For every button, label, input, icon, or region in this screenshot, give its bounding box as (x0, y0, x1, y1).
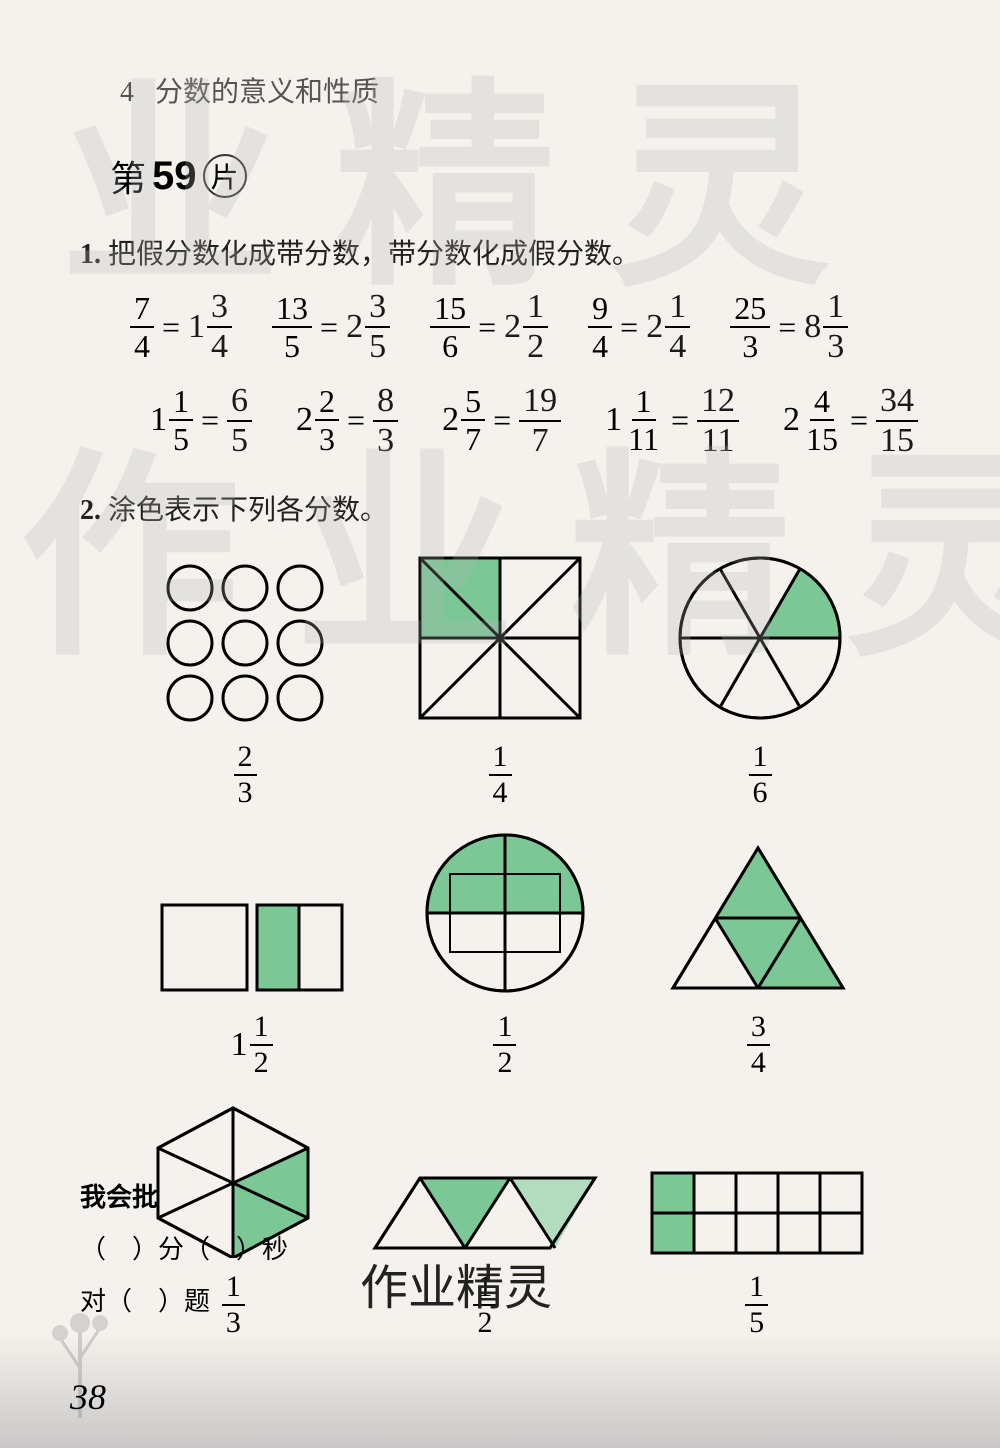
q1-row1: 74 = 134 135 = 235 156 = 212 94 = 214 253 = … (130, 290, 930, 364)
shape-triangle-4: 34 (663, 838, 853, 1078)
footer-scenery (0, 1338, 1000, 1448)
shapes-row-2: 1 12 12 (120, 828, 890, 1078)
label-1-6: 16 (749, 740, 772, 808)
equation: 156 = 212 (430, 290, 548, 364)
q2-prompt: 涂色表示下列各分数。 (108, 495, 388, 526)
equation: 135 = 235 (272, 290, 390, 364)
page: 业 精 灵 作 业 精 灵 4 分数的意义和性质 第 59 片 1. 把假分数化… (0, 0, 1000, 1448)
self-grade-line1: （ ）分（ ）秒 (80, 1224, 288, 1276)
equation: 74 = 134 (130, 290, 232, 364)
q2-num: 2. (80, 495, 101, 526)
card-prefix: 第 (110, 150, 146, 202)
label-1-1-2: 1 12 (231, 1012, 273, 1078)
equation: 115 = 65 (150, 382, 252, 458)
chapter-num: 4 (120, 77, 134, 108)
self-grade-box: 我会批 （ ）分（ ）秒 对（ ）题 (80, 1172, 288, 1328)
equation: 94 = 214 (588, 290, 690, 364)
q1-text: 1. 把假分数化成带分数，带分数化成假分数。 (80, 232, 930, 272)
self-grade-line2: 对（ ）题 (80, 1276, 288, 1328)
equation: 223 = 83 (296, 382, 398, 458)
shape-pie-6: 16 (670, 548, 850, 808)
shape-square-8tri: 14 (410, 548, 590, 808)
two-squares-svg (157, 900, 347, 1000)
triangle-4-svg (663, 838, 853, 998)
shape-two-squares: 1 12 (157, 900, 347, 1078)
pie-6-svg (670, 548, 850, 728)
label-2-3: 23 (234, 740, 257, 808)
q1-row2: 115 = 65 223 = 83 257 = 197 1111 = 1211 2415… (150, 382, 930, 458)
circles-3x3-svg (160, 558, 330, 728)
label-1-2-b: 12 (493, 1010, 516, 1078)
chapter-header: 4 分数的意义和性质 (120, 70, 930, 110)
q2-text: 2. 涂色表示下列各分数。 (80, 488, 930, 528)
signature: 作业精灵 (360, 1248, 552, 1318)
question-1: 1. 把假分数化成带分数，带分数化成假分数。 74 = 134 135 = 235… (80, 232, 930, 458)
equation: 253 = 813 (730, 290, 848, 364)
shapes-row-1: 23 14 (120, 548, 890, 808)
shape-grid-2x5: 15 (647, 1168, 867, 1338)
label-1-4: 14 (489, 740, 512, 808)
grid-svg (647, 1168, 867, 1258)
card-title: 第 59 片 (110, 150, 930, 202)
equation: 257 = 197 (442, 382, 561, 458)
circle-4rect-svg (420, 828, 590, 998)
parallelogram-svg (370, 1168, 600, 1258)
equation: 1111 = 1211 (605, 382, 739, 458)
shape-circles-grid: 23 (160, 558, 330, 808)
card-suffix: 片 (203, 154, 247, 198)
page-number: 38 (70, 1376, 106, 1418)
q1-prompt: 把假分数化成带分数，带分数化成假分数。 (108, 239, 640, 270)
chapter-title: 分数的意义和性质 (155, 77, 379, 108)
square-8tri-svg (410, 548, 590, 728)
shape-circle-4rect: 12 (420, 828, 590, 1078)
self-grade-title: 我会批 (80, 1172, 288, 1224)
q1-num: 1. (80, 239, 101, 270)
label-1-5: 15 (745, 1270, 768, 1338)
card-number: 59 (152, 154, 197, 199)
label-3-4: 34 (747, 1010, 770, 1078)
equation: 2415 = 3415 (783, 382, 918, 458)
